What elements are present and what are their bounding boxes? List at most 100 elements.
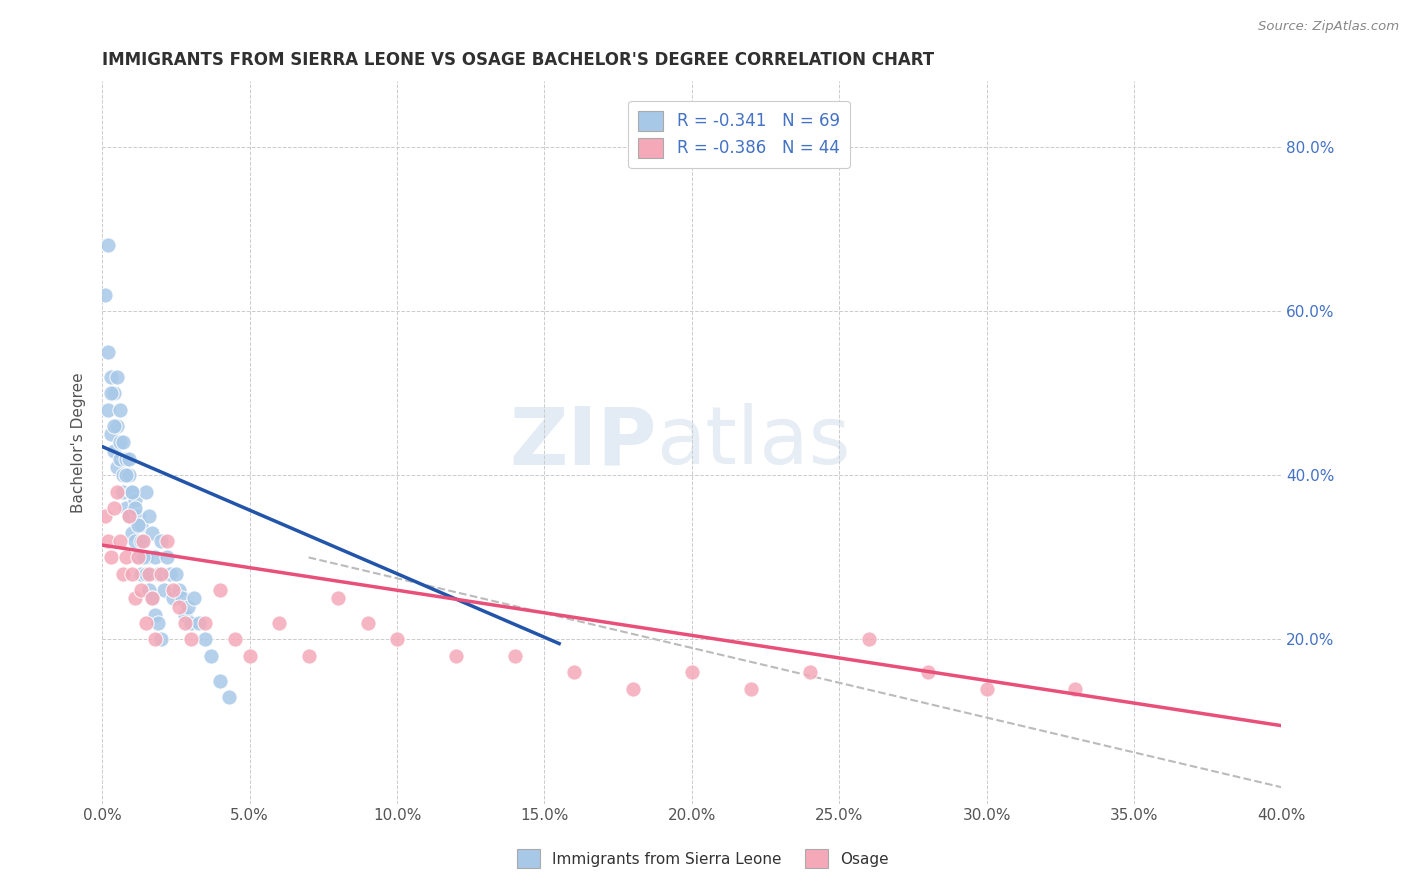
Point <box>94 509 117 524</box>
Point <box>183 591 205 606</box>
Text: Source: ZipAtlas.com: Source: ZipAtlas.com <box>1258 20 1399 33</box>
Point <box>100 386 122 401</box>
Point <box>103 443 125 458</box>
Point <box>200 648 222 663</box>
Y-axis label: Bachelor's Degree: Bachelor's Degree <box>72 372 86 513</box>
Point <box>97 345 120 359</box>
Point <box>108 451 131 466</box>
Point <box>121 484 143 499</box>
Point <box>562 665 585 680</box>
Point <box>111 468 134 483</box>
Point <box>917 665 939 680</box>
Point <box>135 550 157 565</box>
Point <box>148 615 170 630</box>
Point <box>127 550 149 565</box>
Point <box>167 599 190 614</box>
Point <box>503 648 526 663</box>
Point <box>976 681 998 696</box>
Point <box>356 615 378 630</box>
Point <box>94 287 117 301</box>
Legend: R = -0.341   N = 69, R = -0.386   N = 44: R = -0.341 N = 69, R = -0.386 N = 44 <box>628 101 849 168</box>
Point <box>129 517 152 532</box>
Point <box>167 583 190 598</box>
Point <box>143 607 166 622</box>
Text: atlas: atlas <box>657 403 851 482</box>
Point <box>165 566 187 581</box>
Point <box>444 648 467 663</box>
Point <box>111 435 134 450</box>
Point <box>124 533 146 548</box>
Point <box>121 525 143 540</box>
Point <box>100 550 122 565</box>
Point <box>108 533 131 548</box>
Point <box>132 533 155 548</box>
Point <box>141 591 163 606</box>
Point <box>105 369 128 384</box>
Point <box>118 451 141 466</box>
Point <box>239 648 262 663</box>
Point <box>150 533 173 548</box>
Point <box>148 566 170 581</box>
Point <box>385 632 408 647</box>
Point <box>173 615 195 630</box>
Point <box>180 615 202 630</box>
Point <box>621 681 644 696</box>
Point <box>799 665 821 680</box>
Point <box>111 566 134 581</box>
Point <box>124 591 146 606</box>
Point <box>297 648 319 663</box>
Point <box>100 369 122 384</box>
Point <box>105 460 128 475</box>
Point <box>143 632 166 647</box>
Point <box>114 451 136 466</box>
Legend: Immigrants from Sierra Leone, Osage: Immigrants from Sierra Leone, Osage <box>510 841 896 875</box>
Point <box>224 632 246 647</box>
Point <box>97 533 120 548</box>
Point <box>150 566 173 581</box>
Point <box>143 550 166 565</box>
Text: IMMIGRANTS FROM SIERRA LEONE VS OSAGE BACHELOR'S DEGREE CORRELATION CHART: IMMIGRANTS FROM SIERRA LEONE VS OSAGE BA… <box>103 51 935 69</box>
Point <box>194 632 217 647</box>
Point <box>135 566 157 581</box>
Point <box>129 566 152 581</box>
Point <box>138 566 160 581</box>
Point <box>135 484 157 499</box>
Point <box>1064 681 1087 696</box>
Point <box>162 583 184 598</box>
Point <box>188 615 211 630</box>
Point <box>103 419 125 434</box>
Point <box>138 509 160 524</box>
Point <box>138 566 160 581</box>
Point <box>118 509 141 524</box>
Point <box>135 615 157 630</box>
Point <box>141 591 163 606</box>
Point <box>114 501 136 516</box>
Point <box>159 566 181 581</box>
Text: ZIP: ZIP <box>509 403 657 482</box>
Point <box>681 665 703 680</box>
Point <box>124 501 146 516</box>
Point <box>209 673 232 688</box>
Point <box>103 386 125 401</box>
Point <box>103 501 125 516</box>
Point <box>132 550 155 565</box>
Point <box>118 468 141 483</box>
Point <box>127 517 149 532</box>
Point <box>105 484 128 499</box>
Point <box>118 509 141 524</box>
Point <box>177 599 200 614</box>
Point <box>326 591 349 606</box>
Point <box>156 533 179 548</box>
Point <box>740 681 762 696</box>
Point <box>129 533 152 548</box>
Point <box>108 435 131 450</box>
Point <box>111 484 134 499</box>
Point <box>121 484 143 499</box>
Point <box>858 632 880 647</box>
Point <box>162 591 184 606</box>
Point <box>156 550 179 565</box>
Point <box>153 583 176 598</box>
Point <box>100 427 122 442</box>
Point <box>132 533 155 548</box>
Point <box>218 690 240 704</box>
